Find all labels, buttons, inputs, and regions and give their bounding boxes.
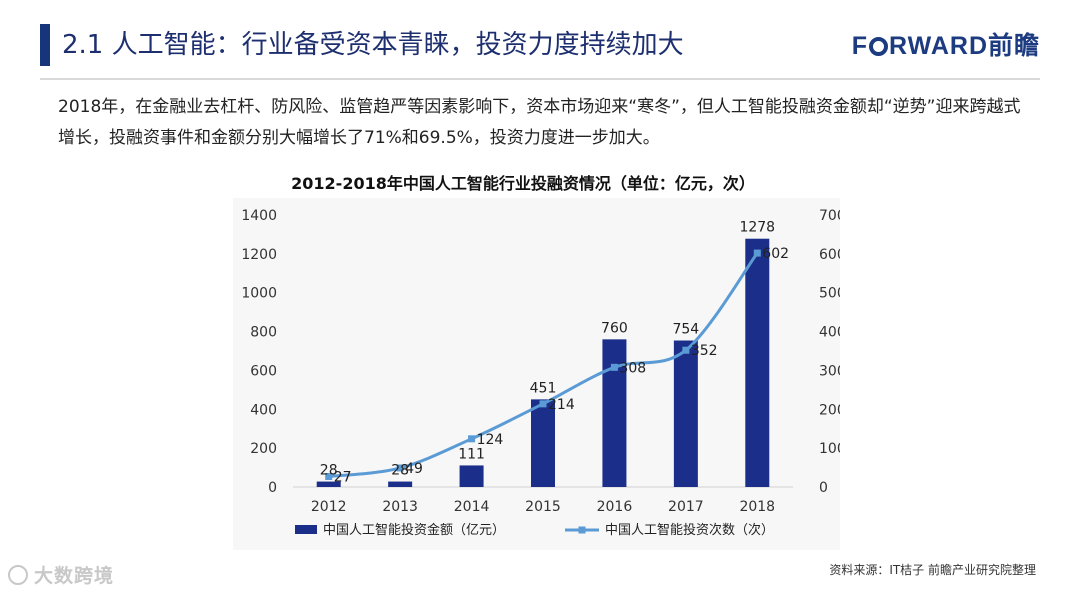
y-right-tick-label: 400: [819, 325, 840, 341]
line-point-investment-count: [539, 400, 547, 408]
line-data-label: 214: [548, 397, 575, 413]
x-tick-label: 2012: [311, 499, 347, 515]
line-data-label: 49: [405, 461, 423, 477]
y-left-tick-label: 200: [250, 441, 277, 457]
y-left-tick-label: 800: [250, 325, 277, 341]
line-point-investment-count: [396, 464, 404, 472]
bar-data-label: 760: [601, 320, 628, 336]
bar-investment-amount: [531, 399, 555, 487]
line-point-investment-count: [682, 346, 690, 354]
x-tick-label: 2013: [382, 499, 418, 515]
line-point-investment-count: [325, 473, 333, 481]
brand-logo-prefix: F: [851, 32, 869, 60]
y-right-tick-label: 200: [819, 402, 840, 418]
intro-paragraph: 2018年，在金融业去杠杆、防风险、监管趋严等因素影响下，资本市场迎来“寒冬”，…: [58, 97, 1021, 148]
y-right-tick-label: 600: [819, 247, 840, 263]
line-data-label: 308: [619, 360, 646, 376]
y-left-tick-label: 1200: [241, 247, 277, 263]
bar-data-label: 1278: [739, 220, 775, 236]
header-divider: [40, 78, 1040, 80]
bar-investment-amount: [388, 481, 413, 487]
page-title: 2.1 人工智能：行业备受资本青睐，投资力度持续加大: [62, 30, 684, 60]
y-right-tick-label: 500: [819, 286, 840, 302]
bar-investment-amount: [316, 481, 341, 487]
line-data-label: 602: [762, 246, 789, 262]
y-right-tick-label: 100: [819, 441, 840, 457]
line-point-investment-count: [753, 249, 761, 257]
x-tick-label: 2014: [454, 499, 490, 515]
line-point-investment-count: [610, 363, 618, 371]
chart-title: 2012-2018年中国人工智能行业投融资情况（单位：亿元，次）: [291, 174, 755, 193]
x-tick-label: 2017: [668, 499, 704, 515]
bar-investment-amount: [673, 340, 698, 487]
investment-chart: 0 200 400 600 800 1000 1200 1400 0 100 200 300 400 50…: [241, 208, 840, 538]
y-right-tick-label: 300: [819, 363, 840, 379]
bar-investment-amount: [745, 238, 770, 487]
line-data-label: 352: [691, 343, 718, 359]
bar-data-label: 451: [530, 380, 557, 396]
brand-logo: F RWARD前瞻: [852, 28, 1040, 64]
y-right-tick-label: 700: [819, 208, 840, 224]
watermark-text: 大数跨境: [34, 565, 115, 587]
line-data-label: 27: [334, 470, 352, 486]
line-data-label: 124: [477, 432, 504, 448]
brand-logo-ring-icon: [869, 37, 889, 56]
line-point-investment-count: [468, 435, 476, 443]
x-tick-label: 2018: [739, 499, 775, 515]
source-note: 资料来源：IT桔子 前瞻产业研究院整理: [829, 563, 1036, 577]
y-left-tick-label: 1400: [241, 208, 277, 224]
corner-watermark: 大数跨境: [8, 561, 114, 588]
legend-bar-swatch: [295, 525, 317, 534]
y-right-tick-label: 0: [819, 480, 828, 496]
brand-logo-suffix: RWARD前瞻: [889, 32, 1040, 60]
chart-background: [233, 198, 840, 550]
y-left-tick-label: 600: [250, 363, 277, 379]
x-tick-label: 2015: [525, 499, 561, 515]
legend-line-label: 中国人工智能投资次数（次）: [605, 522, 774, 538]
bar-data-label: 754: [672, 322, 699, 338]
bar-data-label: 28: [320, 463, 338, 479]
bar-investment-amount: [459, 465, 484, 487]
y-left-tick-label: 1000: [241, 286, 277, 302]
y-left-tick-label: 400: [250, 402, 277, 418]
y-left-tick-label: 0: [268, 480, 277, 496]
title-accent-bar: [40, 24, 50, 66]
legend-line-marker: [578, 526, 586, 534]
watermark-logo-icon: [8, 565, 28, 585]
x-tick-label: 2016: [597, 499, 633, 515]
legend-bar-label: 中国人工智能投资金额（亿元）: [323, 522, 505, 538]
bar-data-label: 28: [391, 463, 409, 479]
bar-data-label: 111: [458, 446, 485, 462]
